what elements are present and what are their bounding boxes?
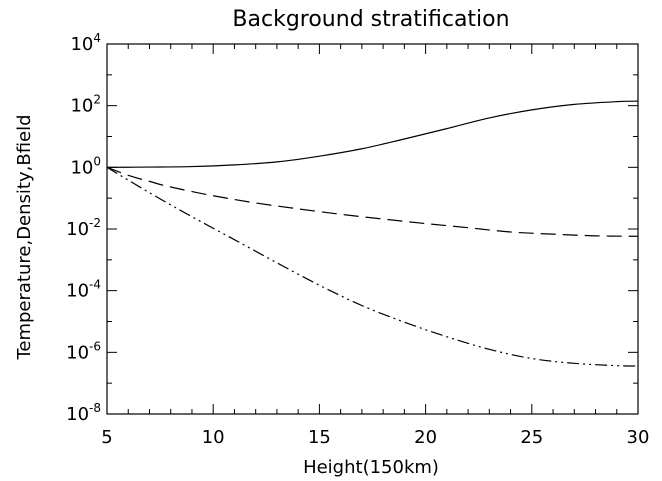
series-line-dash-dot-dot: [106, 166, 639, 367]
axis-tick-labels: 5 10 15 20 25 30 10-8 10-6 10-4 10-2 100 102 104: [66, 31, 649, 448]
x-tick-label: 25: [520, 427, 543, 448]
y-tick-label: 10-4: [66, 278, 101, 302]
x-tick-label: 30: [627, 427, 650, 448]
y-tick-label: 10-6: [66, 339, 101, 363]
y-tick-label: 10-8: [66, 401, 101, 425]
y-tick-label: 104: [70, 31, 101, 55]
x-tick-label: 20: [414, 427, 437, 448]
plot-frame: [106, 43, 639, 415]
series-line-dashed: [106, 166, 639, 237]
x-tick-label: 10: [202, 427, 225, 448]
series-lines: [106, 100, 639, 367]
x-axis-label: Height(150km): [303, 457, 439, 478]
y-tick-label: 100: [70, 154, 101, 178]
x-tick-label: 5: [101, 427, 112, 448]
chart-title: Background stratification: [232, 7, 509, 32]
x-tick-label: 15: [308, 427, 331, 448]
y-axis-label: Temperature,Density,Bfield: [14, 114, 35, 360]
y-tick-label: 102: [70, 93, 101, 117]
y-tick-label: 10-2: [66, 216, 101, 240]
axis-ticks: [106, 43, 639, 415]
series-line-solid: [106, 100, 639, 168]
